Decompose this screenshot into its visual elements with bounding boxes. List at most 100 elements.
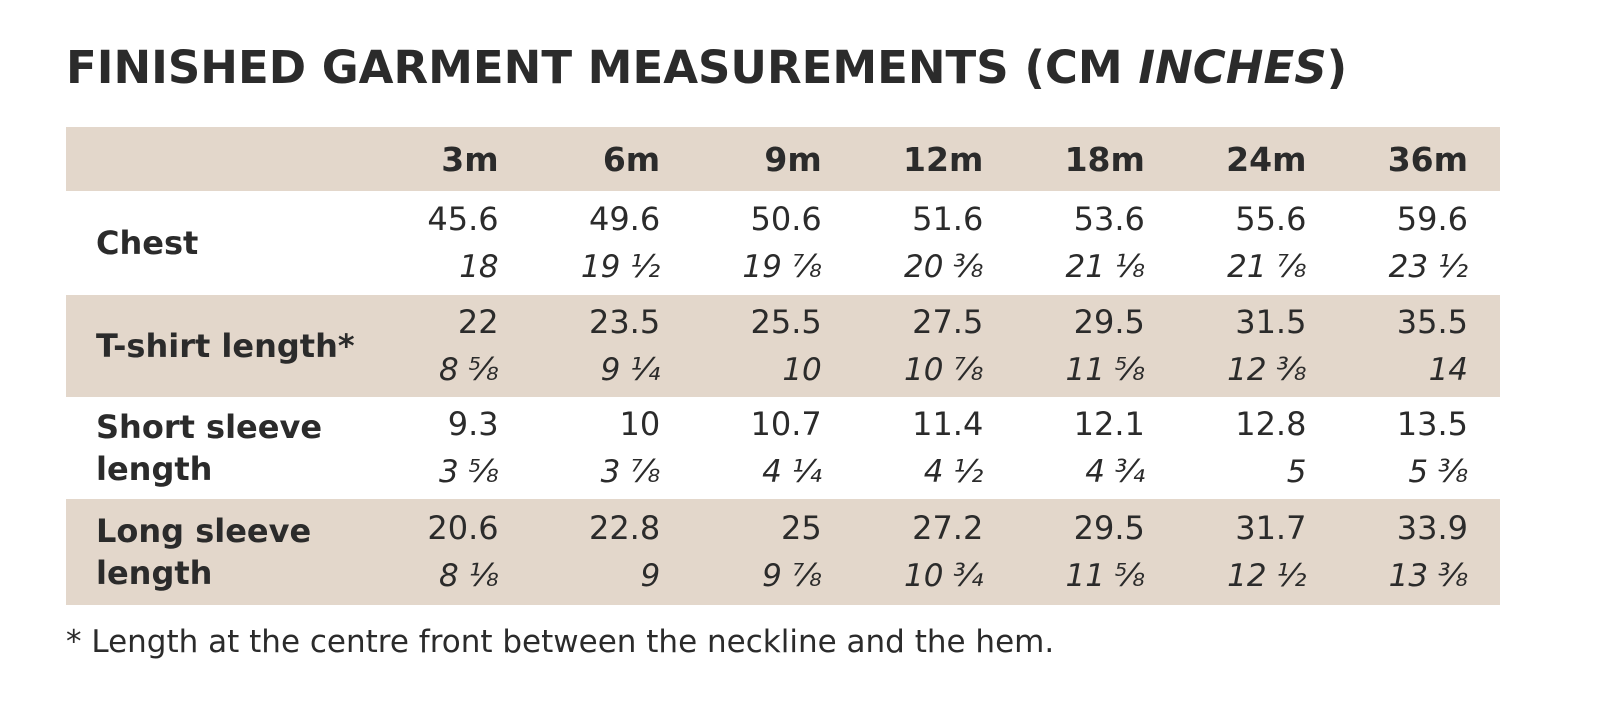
- inch-value: 12 ⅜: [1227, 352, 1307, 388]
- row-label: Short sleeve length: [96, 408, 323, 488]
- cm-value: 10.7: [750, 405, 822, 443]
- table-cell: 13.5 5 ⅜: [1338, 397, 1500, 499]
- inch-value: 11 ⅝: [1065, 558, 1145, 594]
- table-cell: 31.7 12 ½: [1177, 499, 1339, 605]
- table-cell: 12.1 4 ¾: [1015, 397, 1177, 499]
- inch-value: 4 ½: [923, 454, 984, 490]
- table-cell: 25.5 10: [692, 295, 854, 397]
- title-close: ): [1326, 41, 1348, 94]
- table-cell: 45.6 18: [369, 191, 531, 295]
- table-cell: 22 8 ⅝: [369, 295, 531, 397]
- inch-value: 4 ¾: [1085, 454, 1145, 490]
- table-header-row: 3m 6m 9m 12m 18m 24m 36m: [66, 127, 1500, 191]
- table-cell: 11.4 4 ½: [854, 397, 1016, 499]
- cm-value: 49.6: [588, 200, 661, 238]
- inch-value: 9: [640, 558, 661, 594]
- size-header-18m: 18m: [1064, 139, 1145, 179]
- inch-value: 19 ½: [580, 249, 661, 285]
- table-row-long-sleeve-length: Long sleeve length 20.6 8 ⅛ 22.8 9 25 9 ⅞ 2…: [66, 499, 1500, 605]
- inch-value: 10 ⅞: [903, 352, 984, 388]
- cm-value: 25.5: [750, 303, 822, 341]
- title-main: FINISHED GARMENT MEASUREMENTS (CM: [66, 41, 1139, 94]
- table-cell: 9.3 3 ⅝: [369, 397, 531, 499]
- inch-value: 4 ¼: [762, 454, 822, 490]
- size-header-9m: 9m: [764, 139, 822, 179]
- inch-value: 12 ½: [1227, 558, 1307, 594]
- cm-value: 35.5: [1396, 303, 1469, 341]
- cm-value: 10: [619, 405, 661, 443]
- cm-value: 22.8: [588, 509, 661, 547]
- table-cell: 25 9 ⅞: [692, 499, 854, 605]
- cm-value: 29.5: [1073, 509, 1145, 547]
- row-label: T-shirt length*: [96, 327, 355, 365]
- row-label: Chest: [96, 224, 199, 262]
- cm-value: 45.6: [427, 200, 499, 238]
- cm-value: 27.5: [912, 303, 984, 341]
- table-row-chest: Chest 45.6 18 49.6 19 ½ 50.6 19 ⅞ 51.6 20 ⅜ …: [66, 191, 1500, 295]
- table-cell: 35.5 14: [1338, 295, 1500, 397]
- inch-value: 8 ⅝: [439, 352, 499, 388]
- table-cell: 49.6 19 ½: [531, 191, 693, 295]
- cm-value: 51.6: [912, 200, 984, 238]
- title-inches: INCHES: [1138, 41, 1327, 94]
- size-header-24m: 24m: [1226, 139, 1307, 179]
- inch-value: 21 ⅛: [1065, 249, 1145, 285]
- inch-value: 5 ⅜: [1408, 454, 1469, 490]
- cm-value: 23.5: [588, 303, 661, 341]
- cm-value: 31.7: [1235, 509, 1307, 547]
- table-cell: 55.6 21 ⅞: [1177, 191, 1339, 295]
- cm-value: 22: [457, 303, 499, 341]
- inch-value: 21 ⅞: [1227, 249, 1307, 285]
- table-cell: 50.6 19 ⅞: [692, 191, 854, 295]
- table-row-tshirt-length: T-shirt length* 22 8 ⅝ 23.5 9 ¼ 25.5 10 27.…: [66, 295, 1500, 397]
- cm-value: 50.6: [750, 200, 822, 238]
- size-header-3m: 3m: [441, 139, 499, 179]
- cm-value: 20.6: [427, 509, 499, 547]
- inch-value: 11 ⅝: [1065, 352, 1145, 388]
- table-cell: 23.5 9 ¼: [531, 295, 693, 397]
- table-cell: 10 3 ⅞: [531, 397, 693, 499]
- inch-value: 3 ⅞: [600, 454, 661, 490]
- inch-value: 5: [1286, 454, 1307, 490]
- cm-value: 25: [781, 509, 822, 547]
- cm-value: 12.1: [1073, 405, 1145, 443]
- cm-value: 9.3: [447, 405, 499, 443]
- inch-value: 10: [782, 352, 822, 388]
- inch-value: 9 ¼: [600, 352, 661, 388]
- inch-value: 3 ⅝: [439, 454, 499, 490]
- table-cell: 27.2 10 ¾: [854, 499, 1016, 605]
- inch-value: 18: [459, 249, 499, 285]
- table-row-short-sleeve-length: Short sleeve length 9.3 3 ⅝ 10 3 ⅞ 10.7 4 ¼…: [66, 397, 1500, 499]
- measurements-table: 3m 6m 9m 12m 18m 24m 36m Chest 45.6 18 49…: [66, 127, 1500, 605]
- cm-value: 27.2: [912, 509, 984, 547]
- cm-value: 13.5: [1396, 405, 1469, 443]
- inch-value: 8 ⅛: [439, 558, 499, 594]
- row-label: Long sleeve length: [96, 512, 312, 592]
- size-header-6m: 6m: [602, 139, 661, 179]
- table-cell: 59.6 23 ½: [1338, 191, 1500, 295]
- size-header-36m: 36m: [1387, 139, 1469, 179]
- inch-value: 19 ⅞: [742, 249, 822, 285]
- table-cell: 12.8 5: [1177, 397, 1339, 499]
- table-cell: 10.7 4 ¼: [692, 397, 854, 499]
- footnote: * Length at the centre front between the…: [66, 624, 1055, 660]
- page-title: FINISHED GARMENT MEASUREMENTS (CM INCHES…: [66, 40, 1347, 96]
- cm-value: 29.5: [1073, 303, 1145, 341]
- inch-value: 10 ¾: [903, 558, 984, 594]
- cm-value: 53.6: [1073, 200, 1145, 238]
- table-cell: 22.8 9: [531, 499, 693, 605]
- cm-value: 31.5: [1235, 303, 1307, 341]
- inch-value: 14: [1428, 352, 1469, 388]
- table-cell: 51.6 20 ⅜: [854, 191, 1016, 295]
- cm-value: 33.9: [1396, 509, 1469, 547]
- table-cell: 29.5 11 ⅝: [1015, 499, 1177, 605]
- size-header-12m: 12m: [903, 139, 984, 179]
- cm-value: 11.4: [912, 405, 984, 443]
- table-cell: 27.5 10 ⅞: [854, 295, 1016, 397]
- inch-value: 20 ⅜: [903, 249, 984, 285]
- cm-value: 55.6: [1235, 200, 1307, 238]
- inch-value: 23 ½: [1388, 249, 1469, 285]
- table-cell: 29.5 11 ⅝: [1015, 295, 1177, 397]
- table-cell: 53.6 21 ⅛: [1015, 191, 1177, 295]
- table-cell: 20.6 8 ⅛: [369, 499, 531, 605]
